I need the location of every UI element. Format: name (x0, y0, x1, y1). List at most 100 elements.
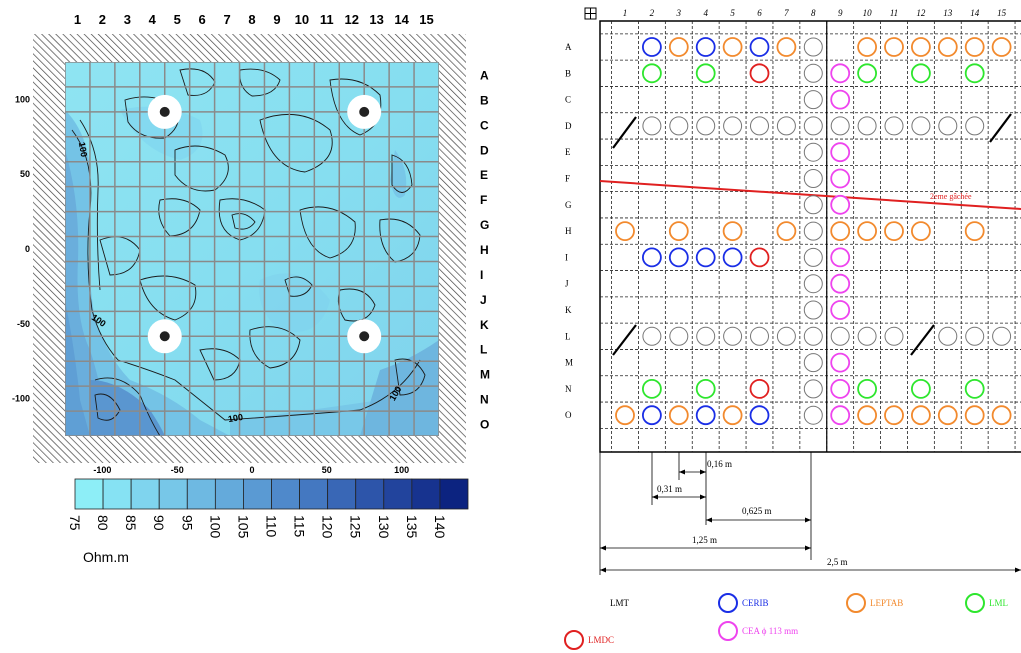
legend-label: LEPTAB (870, 598, 903, 608)
magenta-core-circle (830, 63, 851, 84)
colorbar-tick: 130 (376, 515, 392, 539)
green-core-circle (911, 378, 931, 399)
plan-column-number: 12 (916, 8, 926, 18)
orange-core-circle (857, 37, 877, 57)
map-row-label: I (480, 268, 483, 282)
colorbar-swatch (355, 478, 385, 510)
grey-core-circle (911, 116, 931, 136)
orange-core-circle (615, 405, 635, 426)
orange-core-circle (668, 405, 689, 426)
plan-corner-icon (584, 7, 597, 20)
orange-core-circle (722, 405, 743, 426)
dimension-label: 0,16 m (707, 459, 732, 469)
map-y-axis-ticks: 100 50 0 -50 -100 (12, 94, 30, 403)
plan-column-number: 1 (623, 8, 628, 18)
map-column-number: 5 (174, 12, 181, 27)
sensor-holes (147, 94, 382, 354)
colorbar-swatch (74, 478, 104, 510)
grey-core-circle (830, 326, 850, 346)
colorbar-swatch (214, 478, 244, 510)
colorbar-tick: 115 (292, 515, 308, 538)
grey-core-circle (803, 90, 823, 110)
plan-row-label: H (565, 226, 572, 236)
legend-label: CERIB (742, 598, 769, 608)
grey-core-circle (803, 379, 823, 399)
colorbar-swatch (158, 478, 188, 510)
crack-line (599, 180, 1021, 210)
legend-item: LEPTAB (846, 593, 903, 613)
grey-core-circle (669, 326, 689, 346)
map-x-tick: -50 (171, 465, 184, 475)
red-core-circle (749, 378, 770, 399)
grey-core-circle (669, 116, 689, 136)
grey-core-circle (857, 326, 877, 346)
colorbar: 75 80 85 90 95 100 105 110 115 120 125 130 135 140 (67, 478, 469, 539)
plan-column-number: 3 (676, 8, 682, 18)
orange-core-circle (991, 405, 1012, 426)
magenta-core-circle (830, 168, 851, 189)
grey-core-circle (723, 326, 743, 346)
map-grid (65, 62, 439, 436)
crack-label: 2eme gâchée (930, 192, 972, 201)
plan-row-labels: A B C D E F G H I J K L M N O (565, 42, 573, 420)
grey-core-circle (803, 195, 823, 215)
legend-label: CEA ϕ 113 mm (742, 626, 798, 636)
grey-core-circle (803, 142, 823, 162)
dimension-arrow (805, 517, 811, 523)
map-y-tick: -50 (17, 319, 30, 329)
map-x-tick: -100 (93, 465, 111, 475)
plan-row-label: N (565, 384, 572, 394)
plan-row-label: J (565, 279, 569, 289)
plan-column-number: 5 (730, 8, 735, 18)
legend-item: CEA ϕ 113 mm (718, 621, 798, 641)
orange-core-circle (615, 221, 635, 242)
magenta-core-circle (830, 273, 851, 294)
core-sample-circles (615, 37, 1012, 426)
map-column-number: 2 (99, 12, 106, 27)
map-row-label: N (480, 393, 489, 407)
map-y-tick: -100 (12, 394, 30, 404)
plan-row-label: I (565, 252, 568, 262)
orange-core-circle (911, 37, 931, 57)
map-row-label: F (480, 193, 487, 207)
grey-core-circle (884, 326, 904, 346)
grey-core-circle (803, 37, 823, 57)
orange-core-circle (776, 221, 797, 242)
map-y-tick: 0 (25, 244, 30, 254)
sensor-hole (147, 94, 182, 129)
plan-frame (599, 20, 1021, 453)
map-row-label: A (480, 68, 489, 82)
map-column-number: 3 (124, 12, 131, 27)
plan-row-label: G (565, 200, 572, 210)
legend-swatch (718, 621, 738, 641)
blue-core-circle (695, 247, 716, 268)
dimension-arrow (700, 469, 706, 475)
legend-item: LMDC (564, 630, 614, 650)
map-row-label: J (480, 293, 487, 307)
orange-core-circle (722, 221, 743, 242)
grey-core-circle (776, 116, 796, 136)
plan-column-number: 9 (838, 8, 843, 18)
orange-core-circle (722, 37, 743, 57)
map-x-axis-ticks: -100 -50 0 50 100 (93, 465, 409, 475)
map-y-tick: 100 (15, 94, 30, 104)
plan-column-number: 8 (811, 8, 816, 18)
grey-core-circle (857, 116, 877, 136)
plan-column-number: 11 (890, 8, 898, 18)
grey-core-circle (776, 326, 796, 346)
dimension-arrow (1015, 567, 1021, 573)
legend-label: LMDC (588, 635, 614, 645)
grey-core-circle (696, 116, 716, 136)
plan-column-number: 4 (703, 8, 708, 18)
orange-core-circle (776, 37, 797, 57)
sensor-hole (347, 319, 382, 354)
colorbar-swatch (271, 478, 300, 510)
dimension-arrow (679, 469, 685, 475)
plan-row-label: M (565, 358, 573, 368)
legend-label: LMT (610, 598, 630, 608)
map-row-label: D (480, 143, 489, 157)
colorbar-tick: 125 (348, 515, 364, 539)
